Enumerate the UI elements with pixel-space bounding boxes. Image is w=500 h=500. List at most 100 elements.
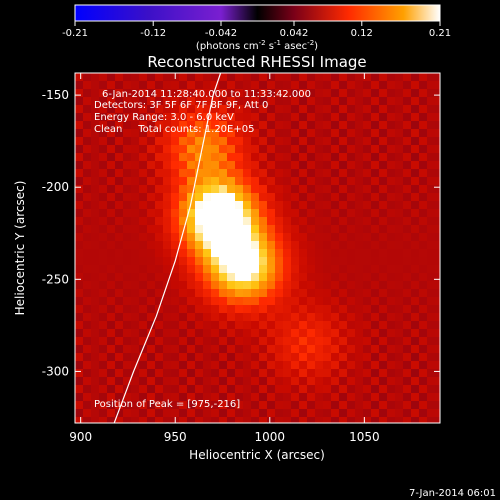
heatmap-cell — [363, 193, 372, 202]
heatmap-cell — [203, 209, 212, 218]
heatmap-cell — [123, 257, 132, 266]
heatmap-cell — [123, 337, 132, 346]
heatmap-cell — [299, 297, 308, 306]
heatmap-cell — [139, 305, 148, 314]
heatmap-cell — [403, 97, 412, 106]
heatmap-cell — [179, 337, 188, 346]
heatmap-cell — [251, 313, 260, 322]
heatmap-cell — [139, 321, 148, 330]
heatmap-cell — [275, 73, 284, 82]
heatmap-cell — [115, 345, 124, 354]
heatmap-cell — [179, 361, 188, 370]
heatmap-cell — [283, 321, 292, 330]
heatmap-cell — [259, 401, 268, 410]
heatmap-cell — [315, 129, 324, 138]
heatmap-cell — [283, 153, 292, 162]
heatmap-cell — [371, 369, 380, 378]
heatmap-cell — [403, 217, 412, 226]
heatmap-cell — [99, 217, 108, 226]
heatmap-cell — [371, 129, 380, 138]
heatmap-cell — [267, 353, 276, 362]
heatmap-cell — [259, 417, 268, 423]
heatmap-cell — [355, 241, 364, 250]
heatmap-cell — [147, 145, 156, 154]
heatmap-cell — [131, 313, 140, 322]
heatmap-cell — [291, 217, 300, 226]
heatmap-cell — [347, 313, 356, 322]
heatmap-cell — [411, 241, 420, 250]
heatmap-cell — [203, 345, 212, 354]
heatmap-cell — [235, 225, 244, 234]
heatmap-cell — [299, 337, 308, 346]
heatmap-cell — [299, 89, 308, 98]
heatmap-cell — [139, 337, 148, 346]
heatmap-cell — [91, 369, 100, 378]
heatmap-cell — [299, 361, 308, 370]
x-tick-label: 1000 — [255, 430, 286, 444]
heatmap-cell — [283, 81, 292, 90]
heatmap-cell — [219, 153, 228, 162]
heatmap-cell — [203, 233, 212, 242]
heatmap-cell — [91, 113, 100, 122]
heatmap-cell — [171, 313, 180, 322]
heatmap-cell — [195, 113, 204, 122]
heatmap-cell — [91, 249, 100, 258]
heatmap-cell — [299, 273, 308, 282]
heatmap-cell — [243, 153, 252, 162]
heatmap-cell — [403, 225, 412, 234]
heatmap-cell — [91, 177, 100, 186]
heatmap-cell — [83, 313, 92, 322]
heatmap-cell — [99, 89, 108, 98]
heatmap-cell — [171, 329, 180, 338]
heatmap-cell — [179, 281, 188, 290]
heatmap-cell — [227, 385, 236, 394]
heatmap-cell — [283, 113, 292, 122]
heatmap-cell — [275, 81, 284, 90]
heatmap-cell — [243, 265, 252, 274]
heatmap-cell — [283, 265, 292, 274]
heatmap-cell — [203, 177, 212, 186]
heatmap-cell — [139, 249, 148, 258]
heatmap-cell — [435, 105, 440, 114]
heatmap-cell — [387, 369, 396, 378]
heatmap-cell — [347, 329, 356, 338]
heatmap-cell — [227, 377, 236, 386]
heatmap-cell — [275, 361, 284, 370]
heatmap-cell — [403, 417, 412, 423]
heatmap-cell — [411, 369, 420, 378]
heatmap-cell — [243, 257, 252, 266]
heatmap-cell — [331, 385, 340, 394]
x-tick-label: 1050 — [349, 430, 380, 444]
heatmap-cell — [387, 265, 396, 274]
heatmap-cell — [291, 121, 300, 130]
heatmap-cell — [123, 297, 132, 306]
heatmap-cell — [243, 273, 252, 282]
heatmap-cell — [83, 265, 92, 274]
heatmap-cell — [299, 305, 308, 314]
heatmap-cell — [419, 113, 428, 122]
heatmap-cell — [251, 273, 260, 282]
heatmap-cell — [339, 201, 348, 210]
heatmap-cell — [347, 257, 356, 266]
y-axis-label: Heliocentric Y (arcsec) — [13, 181, 27, 316]
heatmap-cell — [267, 281, 276, 290]
heatmap-cell — [163, 193, 172, 202]
heatmap-cell — [347, 305, 356, 314]
heatmap-cell — [203, 113, 212, 122]
heatmap-cell — [267, 401, 276, 410]
heatmap-cell — [323, 297, 332, 306]
heatmap-cell — [83, 385, 92, 394]
heatmap-cell — [427, 321, 436, 330]
heatmap-cell — [123, 121, 132, 130]
heatmap-cell — [227, 177, 236, 186]
heatmap-cell — [275, 185, 284, 194]
heatmap-cell — [363, 265, 372, 274]
heatmap-cell — [91, 97, 100, 106]
heatmap-cell — [371, 337, 380, 346]
heatmap-cell — [163, 289, 172, 298]
heatmap-cell — [323, 81, 332, 90]
heatmap-cell — [251, 225, 260, 234]
heatmap-cell — [283, 217, 292, 226]
heatmap-cell — [171, 249, 180, 258]
heatmap-cell — [235, 217, 244, 226]
